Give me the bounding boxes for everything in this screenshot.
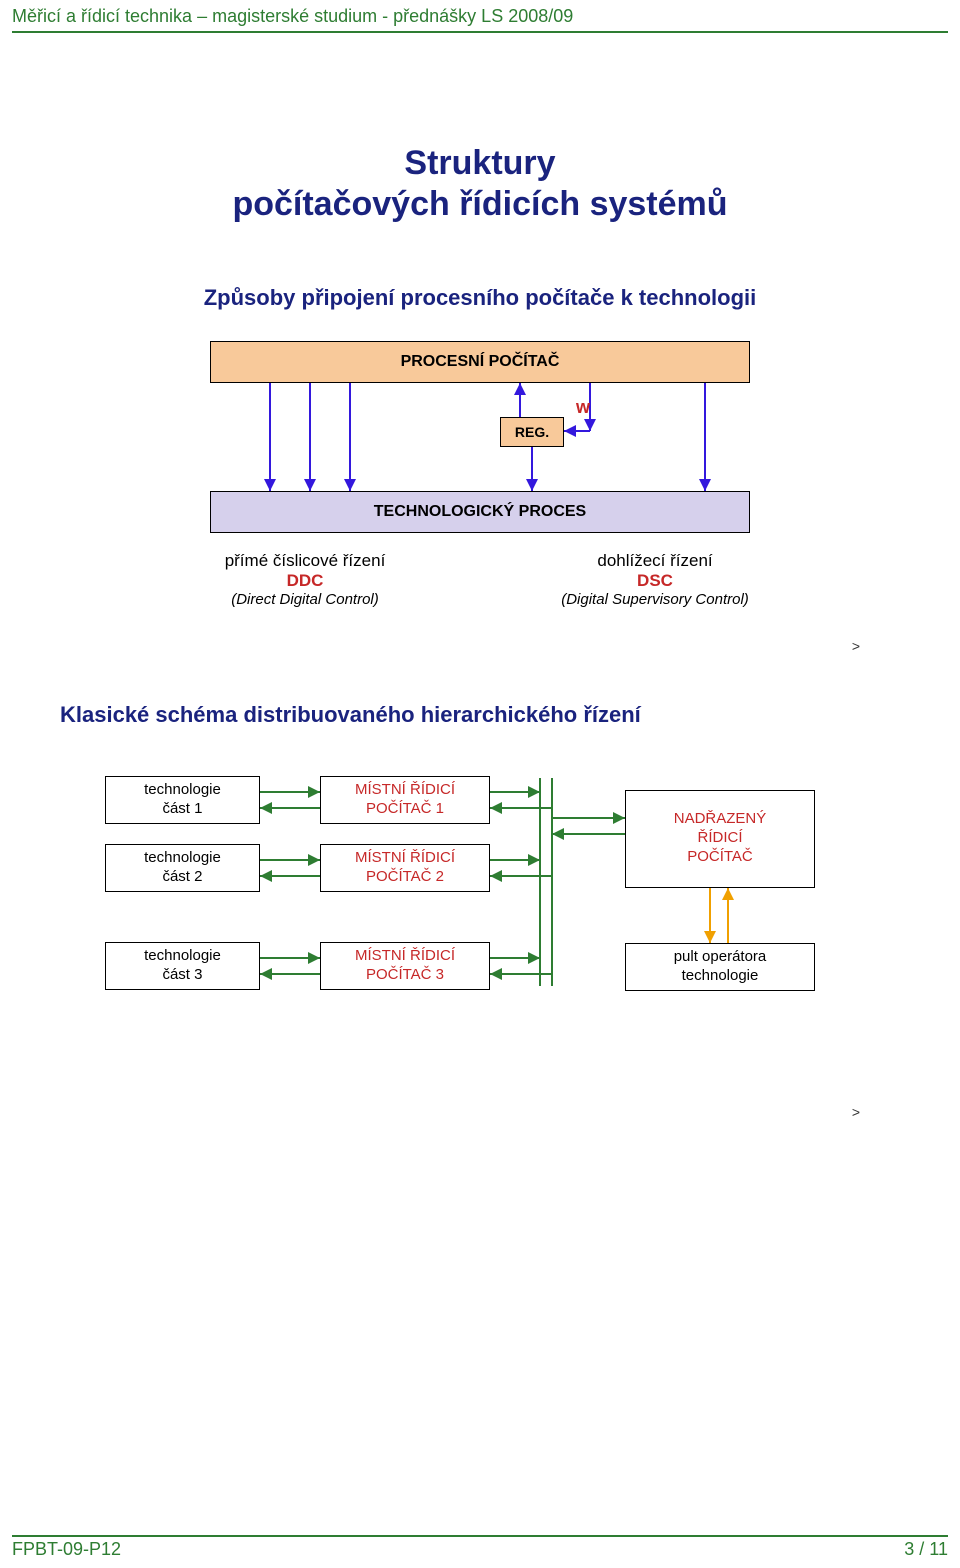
section-2-title: Klasické schéma distribuovaného hierarch…	[60, 702, 960, 728]
header-rule	[12, 31, 948, 33]
diagram-1: PROCESNÍ POČÍTAČ REG. w TECHNOLOGICKÝ PR…	[160, 341, 800, 541]
label-w: w	[576, 397, 590, 418]
mp-3-a: MÍSTNÍ ŘÍDICÍ	[355, 947, 455, 964]
diagram-2: technologie část 1 technologie část 2 tech…	[70, 768, 890, 1048]
box-mp-2: MÍSTNÍ ŘÍDICÍ POČÍTAČ 2	[320, 844, 490, 892]
box-nadrazeny: NADŘAZENÝ ŘÍDICÍ POČÍTAČ	[625, 790, 815, 888]
box-tech-2: technologie část 2	[105, 844, 260, 892]
box-procesni-pocitac: PROCESNÍ POČÍTAČ	[210, 341, 750, 383]
mp-1-b: POČÍTAČ 1	[366, 800, 444, 817]
box-pult: pult operátora technologie	[625, 943, 815, 991]
tech-3-b: část 3	[162, 966, 202, 983]
tech-1-a: technologie	[144, 781, 221, 798]
mp-2-b: POČÍTAČ 2	[366, 868, 444, 885]
marker-gt-1: >	[0, 638, 960, 654]
page-footer: FPBT-09-P12 3 / 11	[12, 1535, 948, 1560]
box-reg: REG.	[500, 417, 564, 447]
footer-left: FPBT-09-P12	[12, 1539, 121, 1560]
tech-2-a: technologie	[144, 849, 221, 866]
dsc-full: (Digital Supervisory Control)	[495, 591, 815, 608]
tech-1-b: část 1	[162, 800, 202, 817]
page-title: Struktury počítačových řídicích systémů	[0, 143, 960, 225]
box-technologicky-proces: TECHNOLOGICKÝ PROCES	[210, 491, 750, 533]
diagram-1-labels: přímé číslicové řízení DDC (Direct Digit…	[130, 551, 830, 608]
nad-a: NADŘAZENÝ	[674, 810, 767, 827]
box-mp-1: MÍSTNÍ ŘÍDICÍ POČÍTAČ 1	[320, 776, 490, 824]
tech-3-a: technologie	[144, 947, 221, 964]
mp-2-a: MÍSTNÍ ŘÍDICÍ	[355, 849, 455, 866]
ddc-full: (Direct Digital Control)	[145, 591, 465, 608]
title-line-2: počítačových řídicích systémů	[232, 185, 727, 223]
page-header: Měřicí a řídicí technika – magisterské s…	[0, 0, 960, 29]
label-dsc: dohlížecí řízení DSC (Digital Supervisor…	[495, 551, 815, 608]
mp-1-a: MÍSTNÍ ŘÍDICÍ	[355, 781, 455, 798]
section-1-title: Způsoby připojení procesního počítače k …	[0, 285, 960, 311]
nad-b: ŘÍDICÍ	[697, 829, 742, 846]
ddc-title: přímé číslicové řízení	[145, 551, 465, 571]
nad-c: POČÍTAČ	[687, 848, 753, 865]
mp-3-b: POČÍTAČ 3	[366, 966, 444, 983]
pult-b: technologie	[682, 967, 759, 984]
label-ddc: přímé číslicové řízení DDC (Direct Digit…	[145, 551, 465, 608]
dsc-abbr: DSC	[495, 571, 815, 591]
title-line-1: Struktury	[404, 144, 555, 182]
marker-gt-2: >	[0, 1104, 960, 1120]
tech-2-b: část 2	[162, 868, 202, 885]
box-mp-3: MÍSTNÍ ŘÍDICÍ POČÍTAČ 3	[320, 942, 490, 990]
dsc-title: dohlížecí řízení	[495, 551, 815, 571]
box-tech-1: technologie část 1	[105, 776, 260, 824]
ddc-abbr: DDC	[145, 571, 465, 591]
box-tech-3: technologie část 3	[105, 942, 260, 990]
footer-right: 3 / 11	[904, 1539, 948, 1560]
pult-a: pult operátora	[674, 948, 767, 965]
